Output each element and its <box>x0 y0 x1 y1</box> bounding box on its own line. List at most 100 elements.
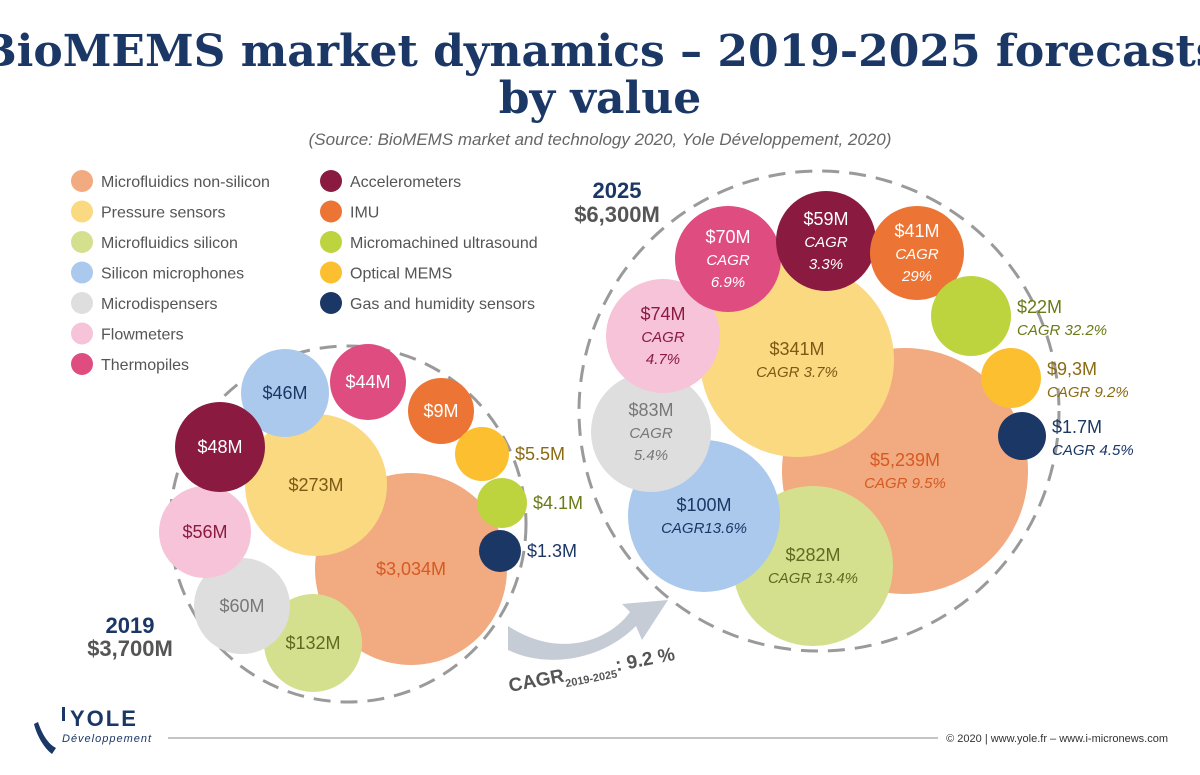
bubble-value-label-2025-optical-mems: $9,3M <box>1047 359 1097 379</box>
bubble-2019-pressure-sensors <box>245 414 387 556</box>
legend-swatch-micromachined-ultrasound <box>320 231 342 253</box>
yole-logo-bar-icon <box>62 707 65 721</box>
legend: Microfluidics non-silicon Pressure sensor… <box>71 170 538 375</box>
year-2025-label: 2025 <box>593 178 642 203</box>
bubble-value-label-2019-pressure-sensors: $273M <box>288 475 343 495</box>
bubble-cagr-label-2025-pressure-sensors: CAGR 3.7% <box>756 364 838 381</box>
bubble-cagr-label-2025-flowmeters: 4.7% <box>646 351 680 368</box>
overall-cagr-prefix: CAGR <box>507 666 566 697</box>
bubble-2019-accelerometers <box>175 402 265 492</box>
bubble-2025-micromachined-ultrasound <box>931 276 1011 356</box>
bubble-value-label-2025-thermopiles: $70M <box>705 227 750 247</box>
chart-title-line1: BioMEMS market dynamics – 2019-2025 fore… <box>0 26 1200 77</box>
total-2025-label: $6,300M <box>574 202 660 227</box>
bubble-value-label-2025-imu: $41M <box>894 221 939 241</box>
growth-arrow <box>508 600 668 660</box>
bubble-2025-microdispensers <box>591 372 711 492</box>
bubble-cagr-label-2025-thermopiles: 6.9% <box>711 274 745 291</box>
bubble-cagr-label-2025-microdispensers: 5.4% <box>634 447 668 464</box>
bubble-value-label-2019-silicon-microphones: $46M <box>262 383 307 403</box>
legend-swatch-silicon-microphones <box>71 261 93 284</box>
overall-cagr-value: : 9.2 % <box>614 644 677 676</box>
yole-logo: YOLE Développement <box>34 706 152 754</box>
bubble-2019-silicon-microphones <box>241 349 329 437</box>
bubble-2025-thermopiles <box>675 206 781 312</box>
year-2019-label: 2019 <box>106 613 155 638</box>
bubble-value-label-2019-micromachined-ultrasound: $4.1M <box>533 493 583 513</box>
legend-swatch-pressure-sensors <box>71 200 93 223</box>
chart-source: (Source: BioMEMS market and technology 2… <box>309 130 892 149</box>
bubble-value-label-2019-imu: $9M <box>423 401 458 421</box>
legend-swatch-microfluidics-silicon <box>71 231 93 253</box>
total-2019-label: $3,700M <box>87 636 173 661</box>
bubble-value-label-2019-accelerometers: $48M <box>197 437 242 457</box>
logo-subtext: Développement <box>62 733 152 745</box>
bubble-value-label-2019-gas-and-humidity-sensors: $1.3M <box>527 541 577 561</box>
bubble-2019-imu <box>408 378 474 444</box>
legend-label-pressure-sensors: Pressure sensors <box>101 205 226 222</box>
bubble-cagr-label-2025-micromachined-ultrasound: CAGR 32.2% <box>1017 322 1107 339</box>
legend-swatch-imu <box>320 200 342 223</box>
bubble-cagr-label-2025-gas-and-humidity-sensors: CAGR 4.5% <box>1052 442 1134 459</box>
legend-swatch-gas-and-humidity-sensors <box>320 292 342 314</box>
legend-swatch-optical-mems <box>320 261 342 284</box>
legend-label-accelerometers: Accelerometers <box>350 174 461 191</box>
bubble-value-label-2019-microfluidics-silicon: $132M <box>285 633 340 653</box>
bubble-cagr-label-2025-thermopiles: CAGR <box>706 252 750 269</box>
bubble-cagr-label-2025-microfluidics-silicon: CAGR 13.4% <box>768 570 858 587</box>
legend-label-gas-and-humidity-sensors: Gas and humidity sensors <box>350 296 535 313</box>
bubble-cagr-label-2025-microfluidics-non-silicon: CAGR 9.5% <box>864 475 946 492</box>
bubble-value-label-2025-microdispensers: $83M <box>628 400 673 420</box>
bubble-2025-imu <box>870 206 964 300</box>
bubble-2025-pressure-sensors <box>700 263 894 457</box>
logo-text: YOLE <box>70 706 138 731</box>
footer-credits: © 2020 | www.yole.fr – www.i-micronews.c… <box>946 733 1168 745</box>
bubble-value-label-2025-pressure-sensors: $341M <box>769 339 824 359</box>
bubble-2019-microfluidics-silicon <box>264 594 362 692</box>
bubble-cagr-label-2025-flowmeters: CAGR <box>641 329 685 346</box>
bubble-cagr-label-2025-optical-mems: CAGR 9.2% <box>1047 384 1129 401</box>
legend-label-microdispensers: Microdispensers <box>101 296 217 313</box>
container-circle-2025 <box>577 169 1061 653</box>
bubble-cagr-label-2025-imu: 29% <box>901 268 932 285</box>
legend-label-micromachined-ultrasound: Micromachined ultrasound <box>350 235 538 252</box>
bubble-cagr-label-2025-accelerometers: 3.3% <box>809 256 843 273</box>
bubble-2019-optical-mems <box>455 427 509 481</box>
bubble-cagr-label-2025-silicon-microphones: CAGR13.6% <box>661 520 747 537</box>
yole-logo-swoosh-icon <box>34 722 56 754</box>
bubble-value-label-2025-silicon-microphones: $100M <box>676 495 731 515</box>
bubble-value-label-2025-flowmeters: $74M <box>640 304 685 324</box>
bubble-cagr-label-2025-imu: CAGR <box>895 246 939 263</box>
legend-label-flowmeters: Flowmeters <box>101 327 184 344</box>
bubble-cagr-label-2025-accelerometers: CAGR <box>804 234 848 251</box>
bubble-value-label-2019-optical-mems: $5.5M <box>515 444 565 464</box>
container-circle-2019 <box>168 344 528 704</box>
bubble-2019-micromachined-ultrasound <box>477 478 527 528</box>
legend-label-thermopiles: Thermopiles <box>101 357 189 374</box>
bubble-value-label-2019-thermopiles: $44M <box>345 372 390 392</box>
legend-swatch-accelerometers <box>320 170 342 192</box>
legend-swatch-thermopiles <box>71 353 93 375</box>
legend-label-microfluidics-silicon: Microfluidics silicon <box>101 235 238 252</box>
chart-title-line2: by value <box>499 73 701 124</box>
bubble-2025-accelerometers <box>776 191 876 291</box>
bubble-2025-gas-and-humidity-sensors <box>998 412 1046 460</box>
overall-cagr-sub: 2019-2025 <box>564 668 618 690</box>
bubble-2025-optical-mems <box>981 348 1041 408</box>
bubble-value-label-2019-flowmeters: $56M <box>182 522 227 542</box>
legend-label-microfluidics-non-silicon: Microfluidics non-silicon <box>101 174 270 191</box>
bubble-2025-flowmeters <box>606 279 720 393</box>
legend-swatch-microfluidics-non-silicon <box>71 170 93 192</box>
bubble-2019-gas-and-humidity-sensors <box>479 530 521 572</box>
legend-swatch-microdispensers <box>71 292 93 314</box>
legend-label-optical-mems: Optical MEMS <box>350 266 452 283</box>
bubble-value-label-2025-gas-and-humidity-sensors: $1.7M <box>1052 417 1102 437</box>
bubble-value-label-2025-micromachined-ultrasound: $22M <box>1017 297 1062 317</box>
bubble-value-label-2025-accelerometers: $59M <box>803 209 848 229</box>
legend-label-imu: IMU <box>350 205 379 222</box>
bubble-2019-microdispensers <box>194 558 290 654</box>
bubble-2019-thermopiles <box>330 344 406 420</box>
bubble-cagr-label-2025-microdispensers: CAGR <box>629 425 673 442</box>
